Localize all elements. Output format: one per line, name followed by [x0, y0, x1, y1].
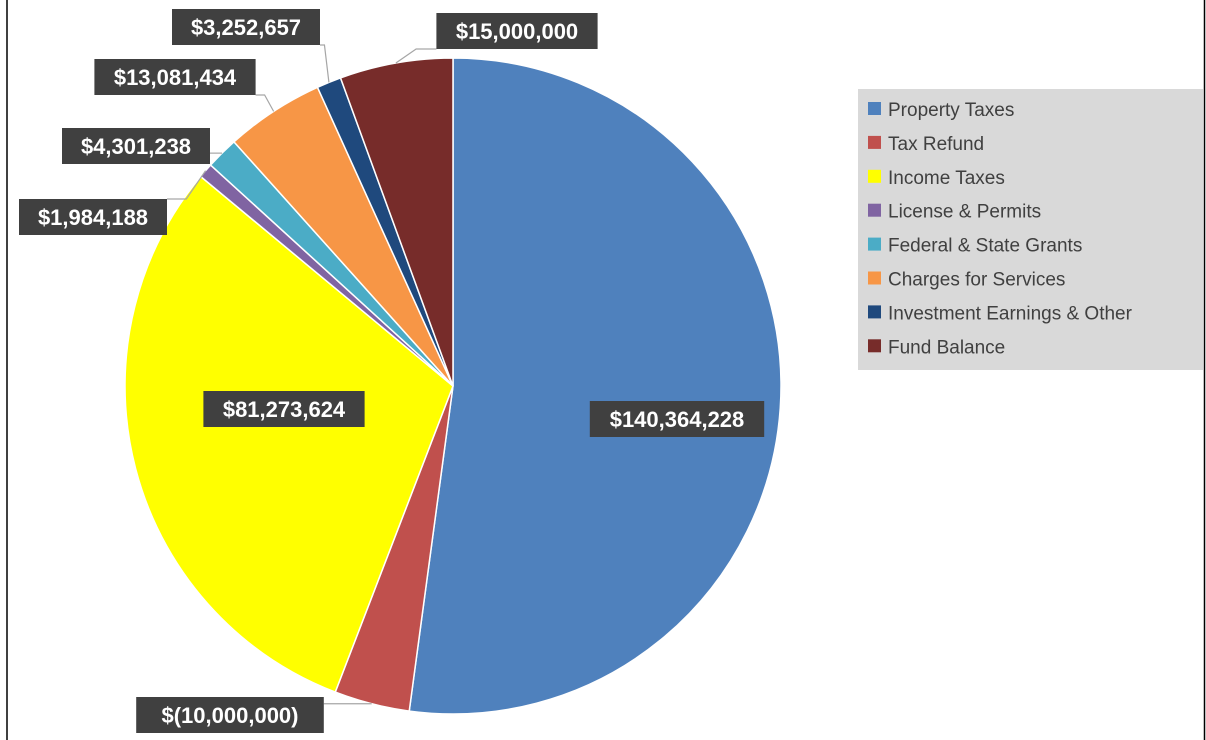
- data-label-text: $1,984,188: [38, 205, 148, 230]
- data-label-text: $15,000,000: [456, 19, 578, 44]
- data-labels: $140,364,228 $(10,000,000) $81,273,624 $1,9…: [19, 9, 765, 733]
- data-label-investment-earnings-and-other: $3,252,657: [172, 9, 320, 45]
- legend-item-federal-and-state-grants: Federal & State Grants: [868, 236, 1082, 257]
- legend-label: License & Permits: [888, 202, 1041, 223]
- data-label-box: [19, 199, 167, 235]
- legend-item-income-taxes: Income Taxes: [868, 168, 1005, 189]
- data-label-text: $4,301,238: [81, 134, 191, 159]
- slice-property-taxes: [408, 57, 782, 715]
- data-label-license-and-permits: $1,984,188: [19, 199, 167, 235]
- legend-swatch: [868, 169, 881, 183]
- leader-line-charges-for-services: [255, 94, 275, 112]
- legend-label: Investment Earnings & Other: [888, 303, 1133, 324]
- leader-line-license-and-permits: [167, 170, 207, 200]
- data-label-box: [62, 128, 210, 164]
- legend-swatch: [868, 339, 881, 353]
- legend-swatch: [868, 237, 881, 251]
- legend-swatch: [868, 203, 881, 217]
- legend-label: Federal & State Grants: [888, 236, 1082, 257]
- data-label-text: $13,081,434: [114, 65, 237, 90]
- data-label-property-taxes: $140,364,228: [589, 401, 765, 437]
- legend-swatch: [868, 102, 881, 115]
- legend-item-property-taxes: Property Taxes: [868, 100, 1014, 121]
- data-label-box: [172, 9, 320, 45]
- legend-item-tax-refund: Tax Refund: [868, 134, 984, 155]
- data-label-box: [436, 13, 598, 49]
- data-label-charges-for-services: $13,081,434: [94, 59, 256, 95]
- data-label-box: [94, 59, 256, 95]
- data-label-tax-refund: $(10,000,000): [136, 697, 324, 733]
- legend-label: Tax Refund: [888, 134, 984, 155]
- data-label-federal-and-state-grants: $4,301,238: [62, 128, 210, 164]
- pie-slices: [124, 57, 782, 715]
- legend-label: Income Taxes: [888, 168, 1005, 189]
- leader-line-fund-balance: [395, 48, 437, 64]
- data-label-text: $3,252,657: [191, 15, 301, 40]
- data-label-box: [203, 391, 365, 427]
- legend-item-charges-for-services: Charges for Services: [868, 270, 1065, 291]
- legend: Property Taxes Tax Refund Income Taxes Lice…: [858, 89, 1203, 370]
- data-label-box: [136, 697, 324, 733]
- legend-item-fund-balance: Fund Balance: [868, 337, 1005, 358]
- data-label-fund-balance: $15,000,000: [436, 13, 598, 49]
- data-label-income-taxes: $81,273,624: [203, 391, 365, 427]
- legend-label: Charges for Services: [888, 270, 1065, 291]
- legend-label: Fund Balance: [888, 337, 1005, 358]
- legend-label: Property Taxes: [888, 100, 1014, 121]
- data-label-text: $140,364,228: [610, 407, 745, 432]
- data-label-text: $81,273,624: [223, 397, 346, 422]
- legend-swatch: [868, 271, 881, 285]
- legend-background: [858, 89, 1203, 370]
- slice-income-taxes: [124, 175, 454, 694]
- data-label-text: $(10,000,000): [162, 703, 299, 728]
- legend-swatch: [868, 135, 881, 149]
- legend-swatch: [868, 305, 881, 319]
- legend-item-investment-earnings-and-other: Investment Earnings & Other: [868, 303, 1133, 324]
- leader-line-investment-earnings-and-other: [320, 44, 330, 83]
- legend-item-license-and-permits: License & Permits: [868, 202, 1041, 223]
- leader-lines: [167, 44, 437, 705]
- data-label-box: [589, 401, 765, 437]
